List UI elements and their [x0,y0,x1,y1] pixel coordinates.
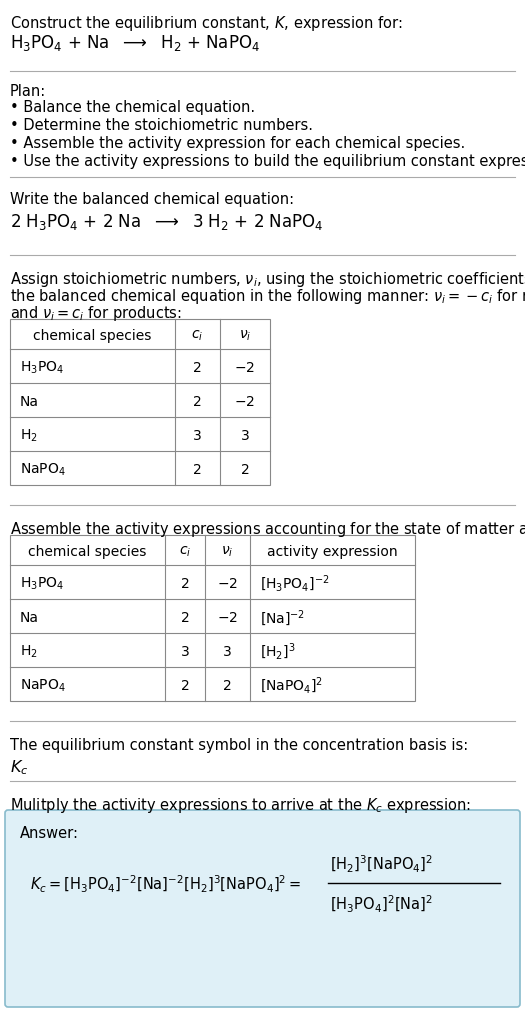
Text: $\mathrm{H_2}$: $\mathrm{H_2}$ [20,643,38,659]
Text: 3: 3 [193,429,202,443]
Text: 2: 2 [223,678,232,693]
Text: chemical species: chemical species [33,329,152,343]
Text: $K_c = [\mathrm{H_3PO_4}]^{-2} [\mathrm{Na}]^{-2} [\mathrm{H_2}]^{3} [\mathrm{Na: $K_c = [\mathrm{H_3PO_4}]^{-2} [\mathrm{… [30,872,301,894]
Text: Assign stoichiometric numbers, $\nu_i$, using the stoichiometric coefficients, $: Assign stoichiometric numbers, $\nu_i$, … [10,270,525,289]
Text: Mulitply the activity expressions to arrive at the $K_c$ expression:: Mulitply the activity expressions to arr… [10,796,471,814]
Text: $\nu_i$: $\nu_i$ [239,329,251,343]
Text: $\mathrm{H_3PO_4}$: $\mathrm{H_3PO_4}$ [20,360,64,376]
Text: 3: 3 [240,429,249,443]
Text: $[\mathrm{H_3PO_4}]^{-2}$: $[\mathrm{H_3PO_4}]^{-2}$ [260,573,330,593]
Text: 2: 2 [240,463,249,476]
Text: 2: 2 [181,576,190,590]
Text: 2: 2 [193,361,202,375]
Text: $\mathrm{H_3PO_4}$: $\mathrm{H_3PO_4}$ [20,575,64,591]
Text: • Use the activity expressions to build the equilibrium constant expression.: • Use the activity expressions to build … [10,154,525,169]
Text: 3: 3 [181,644,190,658]
Text: $[\mathrm{H_3PO_4}]^2 [\mathrm{Na}]^2$: $[\mathrm{H_3PO_4}]^2 [\mathrm{Na}]^2$ [330,893,433,914]
Text: • Balance the chemical equation.: • Balance the chemical equation. [10,100,255,115]
Text: $\mathrm{H_3PO_4}$ + Na  $\longrightarrow$  $\mathrm{H_2}$ + NaPO$_4$: $\mathrm{H_3PO_4}$ + Na $\longrightarrow… [10,33,260,53]
Text: • Assemble the activity expression for each chemical species.: • Assemble the activity expression for e… [10,135,465,151]
Text: $\mathrm{NaPO_4}$: $\mathrm{NaPO_4}$ [20,461,66,478]
Text: 2: 2 [181,678,190,693]
Text: Plan:: Plan: [10,84,46,99]
Text: $-2$: $-2$ [235,394,256,408]
Text: activity expression: activity expression [267,545,398,558]
Text: 3: 3 [223,644,232,658]
Bar [10,536,415,702]
Text: $\mathrm{NaPO_4}$: $\mathrm{NaPO_4}$ [20,677,66,694]
Text: $[\mathrm{H_2}]^3 [\mathrm{NaPO_4}]^2$: $[\mathrm{H_2}]^3 [\mathrm{NaPO_4}]^2$ [330,852,433,874]
Text: $[\mathrm{H_2}]^{3}$: $[\mathrm{H_2}]^{3}$ [260,641,296,661]
Text: $\nu_i$: $\nu_i$ [222,544,234,559]
Text: the balanced chemical equation in the following manner: $\nu_i = -c_i$ for react: the balanced chemical equation in the fo… [10,287,525,305]
Text: $c_i$: $c_i$ [191,329,204,343]
Text: $-2$: $-2$ [235,361,256,375]
Text: and $\nu_i = c_i$ for products:: and $\nu_i = c_i$ for products: [10,303,182,323]
Text: $-2$: $-2$ [217,576,238,590]
Text: The equilibrium constant symbol in the concentration basis is:: The equilibrium constant symbol in the c… [10,737,468,752]
Text: Assemble the activity expressions accounting for the state of matter and $\nu_i$: Assemble the activity expressions accoun… [10,520,525,539]
Text: $\mathrm{H_2}$: $\mathrm{H_2}$ [20,428,38,444]
Text: 2: 2 [193,394,202,408]
Text: 2 $\mathrm{H_3PO_4}$ + 2 Na  $\longrightarrow$  3 $\mathrm{H_2}$ + 2 NaPO$_4$: 2 $\mathrm{H_3PO_4}$ + 2 Na $\longrighta… [10,211,323,232]
Text: 2: 2 [193,463,202,476]
Text: $c_i$: $c_i$ [179,544,191,559]
Text: • Determine the stoichiometric numbers.: • Determine the stoichiometric numbers. [10,118,313,132]
Text: 2: 2 [181,611,190,625]
Text: Construct the equilibrium constant, $K$, expression for:: Construct the equilibrium constant, $K$,… [10,14,403,33]
Text: Na: Na [20,394,39,408]
Text: $[\mathrm{NaPO_4}]^{2}$: $[\mathrm{NaPO_4}]^{2}$ [260,675,323,696]
FancyBboxPatch shape [5,810,520,1007]
Text: Na: Na [20,611,39,625]
Text: $-2$: $-2$ [217,611,238,625]
Text: Write the balanced chemical equation:: Write the balanced chemical equation: [10,192,294,207]
Text: Answer:: Answer: [20,825,79,840]
Text: $K_c$: $K_c$ [10,757,28,775]
Bar [10,319,270,485]
Text: chemical species: chemical species [28,545,146,558]
Text: $[\mathrm{Na}]^{-2}$: $[\mathrm{Na}]^{-2}$ [260,608,305,627]
